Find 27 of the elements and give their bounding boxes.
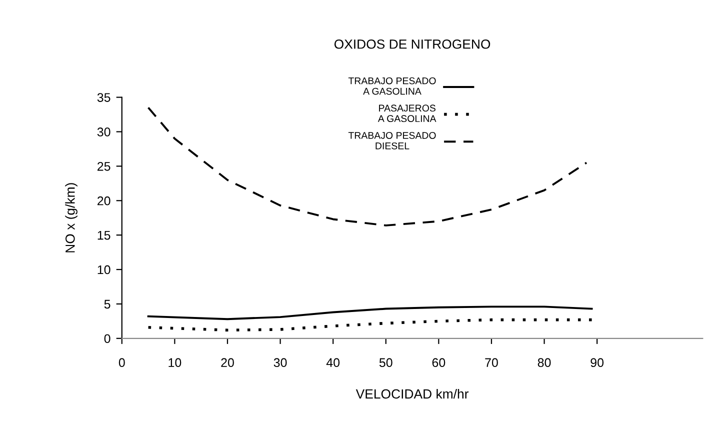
- x-tick-label: 90: [590, 358, 604, 368]
- legend-label: TRABAJO PESADO A GASOLINA: [348, 77, 436, 95]
- x-tick-label: 20: [221, 358, 234, 368]
- x-tick-label: 40: [326, 358, 340, 368]
- y-tick-label: 10: [98, 265, 110, 274]
- line-series: [146, 318, 594, 332]
- legend-label: TRABAJO PESADO DIESEL: [348, 132, 436, 150]
- x-tick-label: 30: [274, 358, 287, 368]
- chart-title: OXIDOS DE NITROGENO: [334, 39, 490, 49]
- y-tick-label: 20: [98, 196, 110, 206]
- x-tick-label: 60: [432, 358, 446, 368]
- y-tick-label: 30: [97, 128, 110, 136]
- x-tick-label: 70: [485, 358, 498, 368]
- x-axis-title: VELOCIDAD km/hr: [356, 388, 469, 399]
- y-tick-label: 5: [104, 300, 110, 309]
- y-axis-title: NO x (g/km): [65, 183, 78, 252]
- line-series: [147, 106, 588, 226]
- x-tick-label: 50: [379, 358, 392, 368]
- y-tick-label: 15: [98, 230, 110, 240]
- y-tick-label: 35: [97, 93, 110, 102]
- x-tick-label: 0: [118, 358, 125, 368]
- y-tick-label: 25: [98, 162, 110, 171]
- legend-label: PASAJEROS A GASOLINA: [378, 104, 436, 122]
- line-series: [147, 306, 593, 320]
- x-tick-label: 10: [168, 358, 182, 368]
- y-tick-label: 0: [104, 334, 110, 344]
- x-tick-label: 80: [538, 358, 551, 368]
